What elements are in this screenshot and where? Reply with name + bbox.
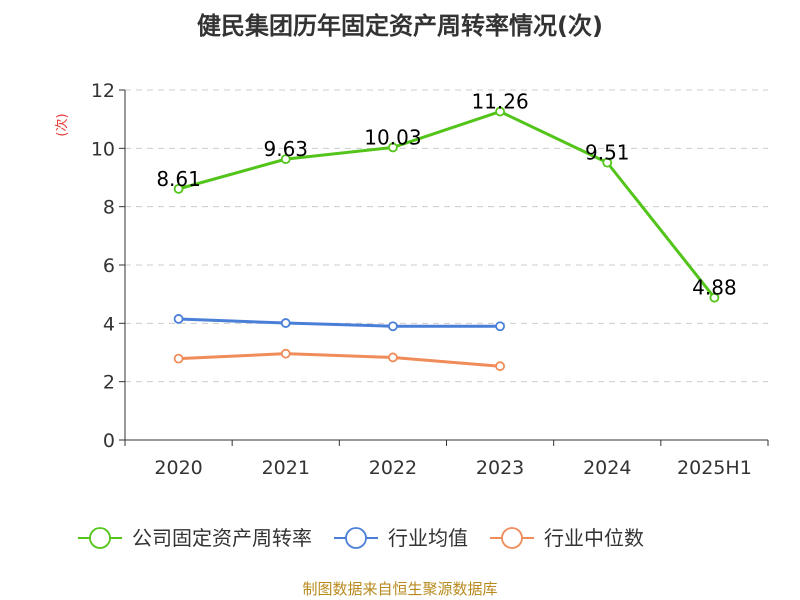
data-labels: 8.61 9.63 10.03 11.26 9.51 4.88 [156, 90, 736, 300]
x-tick-label: 2025H1 [677, 457, 752, 479]
legend-label: 行业中位数 [544, 526, 644, 550]
data-label: 8.61 [156, 167, 201, 191]
x-tick-label: 2022 [369, 457, 417, 479]
data-point [388, 352, 398, 363]
y-tick-label: 10 [91, 138, 115, 160]
data-point [495, 106, 505, 117]
legend-marker [501, 527, 523, 549]
y-axis: 0 2 4 6 8 10 12 [91, 80, 126, 452]
data-point [388, 142, 398, 153]
legend-item-2: 行业中位数 [490, 526, 644, 550]
data-point [173, 314, 184, 324]
legend-marker [89, 527, 111, 549]
x-axis: 2020 2021 2022 2023 2024 2025H1 [124, 439, 769, 479]
y-tick-label: 6 [103, 255, 115, 277]
data-point [709, 292, 720, 303]
legend-item-0: 公司固定资产周转率 [78, 526, 312, 550]
data-point [173, 353, 184, 364]
series-lines [173, 106, 720, 372]
legend-item-1: 行业均值 [334, 526, 468, 550]
data-point [173, 183, 184, 194]
source-note: 制图数据来自恒生聚源数据库 [302, 580, 498, 598]
legend-label: 行业均值 [388, 526, 468, 550]
data-point [388, 321, 398, 332]
legend: 公司固定资产周转率 行业均值 行业中位数 [78, 526, 644, 550]
data-label: 10.03 [364, 125, 421, 149]
y-tick-label: 0 [103, 430, 115, 452]
x-tick-label: 2023 [476, 457, 524, 479]
data-point [280, 154, 291, 165]
y-axis-label: (次) [54, 113, 70, 136]
series-0 [173, 106, 720, 303]
legend-label: 公司固定资产周转率 [132, 526, 312, 550]
data-label: 11.26 [471, 90, 528, 114]
data-point [495, 361, 505, 372]
series-2 [173, 348, 505, 372]
data-point [495, 321, 505, 332]
series-line [178, 317, 501, 328]
y-tick-label: 2 [103, 372, 115, 394]
data-point [280, 348, 291, 359]
y-tick-label: 4 [103, 313, 115, 335]
y-tick-label: 12 [91, 80, 115, 102]
y-tick-label: 8 [103, 197, 115, 219]
data-point [280, 318, 291, 328]
legend-marker [345, 527, 367, 549]
x-tick-label: 2024 [583, 457, 631, 479]
series-line [178, 110, 716, 299]
grid-lines [125, 89, 768, 383]
series-line [178, 352, 501, 368]
data-label: 9.51 [585, 141, 630, 165]
chart-title: 健民集团历年固定资产周转率情况(次) [197, 12, 603, 40]
data-label: 9.63 [263, 137, 308, 161]
x-tick-label: 2021 [262, 457, 310, 479]
data-label: 4.88 [692, 276, 737, 300]
series-1 [173, 314, 505, 332]
x-tick-label: 2020 [154, 457, 202, 479]
data-point [602, 157, 613, 168]
